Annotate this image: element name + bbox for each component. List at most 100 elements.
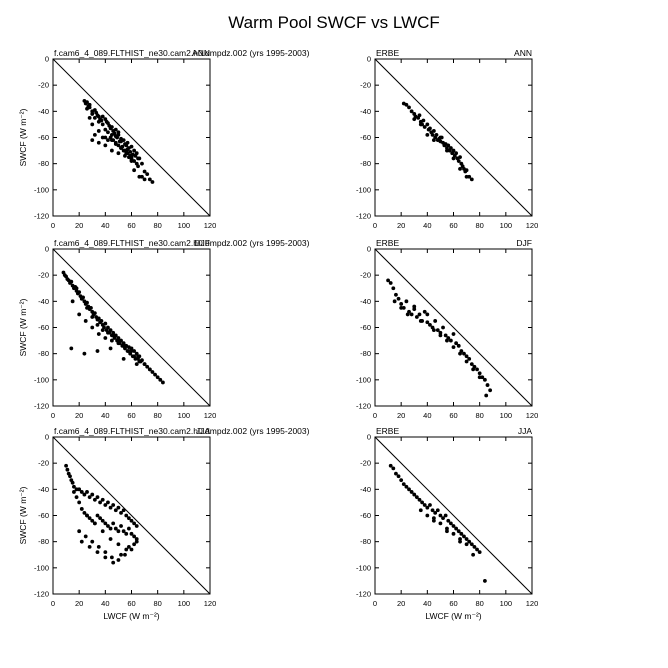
data-point (456, 343, 461, 348)
data-point (90, 122, 95, 127)
panel-p2: 0 20 40 60 80 100 120 0 -20 -40 -60 -80 -100 -120 ERBE… (356, 48, 538, 230)
data-point (407, 105, 411, 110)
data-point (438, 330, 443, 335)
y-tick-label: -80 (38, 537, 49, 546)
data-point (469, 177, 474, 182)
data-point (405, 312, 410, 317)
data-point (119, 139, 123, 144)
data-point (100, 529, 105, 534)
y-axis-label: SWCF (W m⁻²) (18, 486, 28, 544)
data-point (456, 529, 461, 534)
y-tick-label: -100 (356, 375, 371, 384)
data-point (448, 521, 453, 526)
data-point (85, 300, 89, 305)
data-point (456, 159, 461, 163)
data-point (126, 526, 131, 531)
data-point (445, 338, 449, 343)
data-point (425, 132, 430, 137)
data-point (458, 351, 462, 356)
x-tick-label: 40 (101, 411, 109, 420)
panel-right-label: DJF (516, 238, 532, 248)
y-tick-label: -60 (38, 133, 49, 142)
data-point (477, 550, 482, 555)
data-point (96, 140, 101, 145)
data-point (124, 531, 129, 536)
data-point (134, 539, 139, 544)
data-point (100, 497, 105, 502)
data-point (103, 521, 108, 526)
data-point (126, 545, 131, 549)
data-point (445, 148, 449, 153)
data-point (467, 539, 472, 544)
data-point (394, 471, 398, 476)
data-point (69, 279, 74, 284)
data-point (129, 531, 134, 536)
y-tick-label: -100 (356, 185, 371, 194)
y-tick-label: -80 (360, 159, 371, 168)
data-point (431, 328, 436, 333)
data-point (409, 490, 414, 494)
panel-right-label: ANN (192, 48, 210, 58)
data-point (111, 503, 116, 507)
y-axis-label: SWCF (W m⁻²) (18, 108, 28, 166)
data-point (98, 516, 102, 521)
data-point (142, 169, 147, 174)
x-tick-label: 0 (51, 599, 55, 608)
x-tick-label: 120 (526, 599, 539, 608)
data-point (121, 508, 126, 513)
data-point (103, 321, 108, 326)
x-tick-label: 100 (500, 221, 513, 230)
data-point (471, 367, 476, 372)
data-point (79, 539, 84, 544)
data-point (99, 319, 104, 323)
data-point (132, 542, 137, 547)
data-point (430, 132, 435, 137)
x-tick-label: 20 (397, 599, 405, 608)
data-point (431, 516, 436, 521)
data-point (467, 174, 472, 179)
data-point (96, 129, 101, 133)
x-axis-label: LWCF (W m⁻²) (103, 611, 159, 621)
x-tick-label: 40 (423, 599, 431, 608)
data-point (418, 122, 423, 127)
data-point (111, 333, 116, 338)
data-point (477, 375, 482, 380)
y-tick-label: -60 (38, 323, 49, 332)
panel-p5: 0 20 40 60 80 100 120 0 -20 -40 -60 -80 -100 -120 f.ca… (18, 426, 310, 621)
data-point (464, 359, 469, 364)
data-point (396, 474, 401, 479)
panel-left-label: ERBE (376, 238, 399, 248)
data-point (87, 545, 92, 549)
data-point (404, 484, 409, 489)
data-point (140, 174, 144, 179)
y-tick-label: -80 (360, 349, 371, 358)
y-tick-label: 0 (367, 433, 371, 442)
data-point (77, 290, 82, 295)
data-point (414, 315, 419, 319)
data-point (87, 105, 92, 110)
data-point (137, 174, 142, 179)
data-point (422, 309, 427, 314)
data-point (451, 156, 456, 161)
data-point (145, 172, 150, 177)
data-point (464, 542, 469, 547)
data-point (77, 500, 82, 505)
data-point (119, 338, 123, 343)
x-tick-label: 120 (526, 221, 539, 230)
y-tick-label: -80 (38, 349, 49, 358)
y-tick-label: -40 (360, 297, 371, 306)
y-tick-label: -100 (356, 563, 371, 572)
data-point (96, 316, 101, 321)
data-point (83, 319, 88, 323)
data-point (100, 114, 105, 119)
data-point (74, 286, 79, 291)
data-point (108, 346, 113, 351)
y-tick-label: 0 (367, 55, 371, 64)
data-point (454, 341, 459, 346)
data-point (425, 312, 430, 317)
data-point (434, 132, 439, 137)
data-point (150, 180, 155, 184)
y-tick-label: -60 (360, 323, 371, 332)
data-point (435, 328, 440, 333)
y-tick-label: -100 (34, 185, 49, 194)
